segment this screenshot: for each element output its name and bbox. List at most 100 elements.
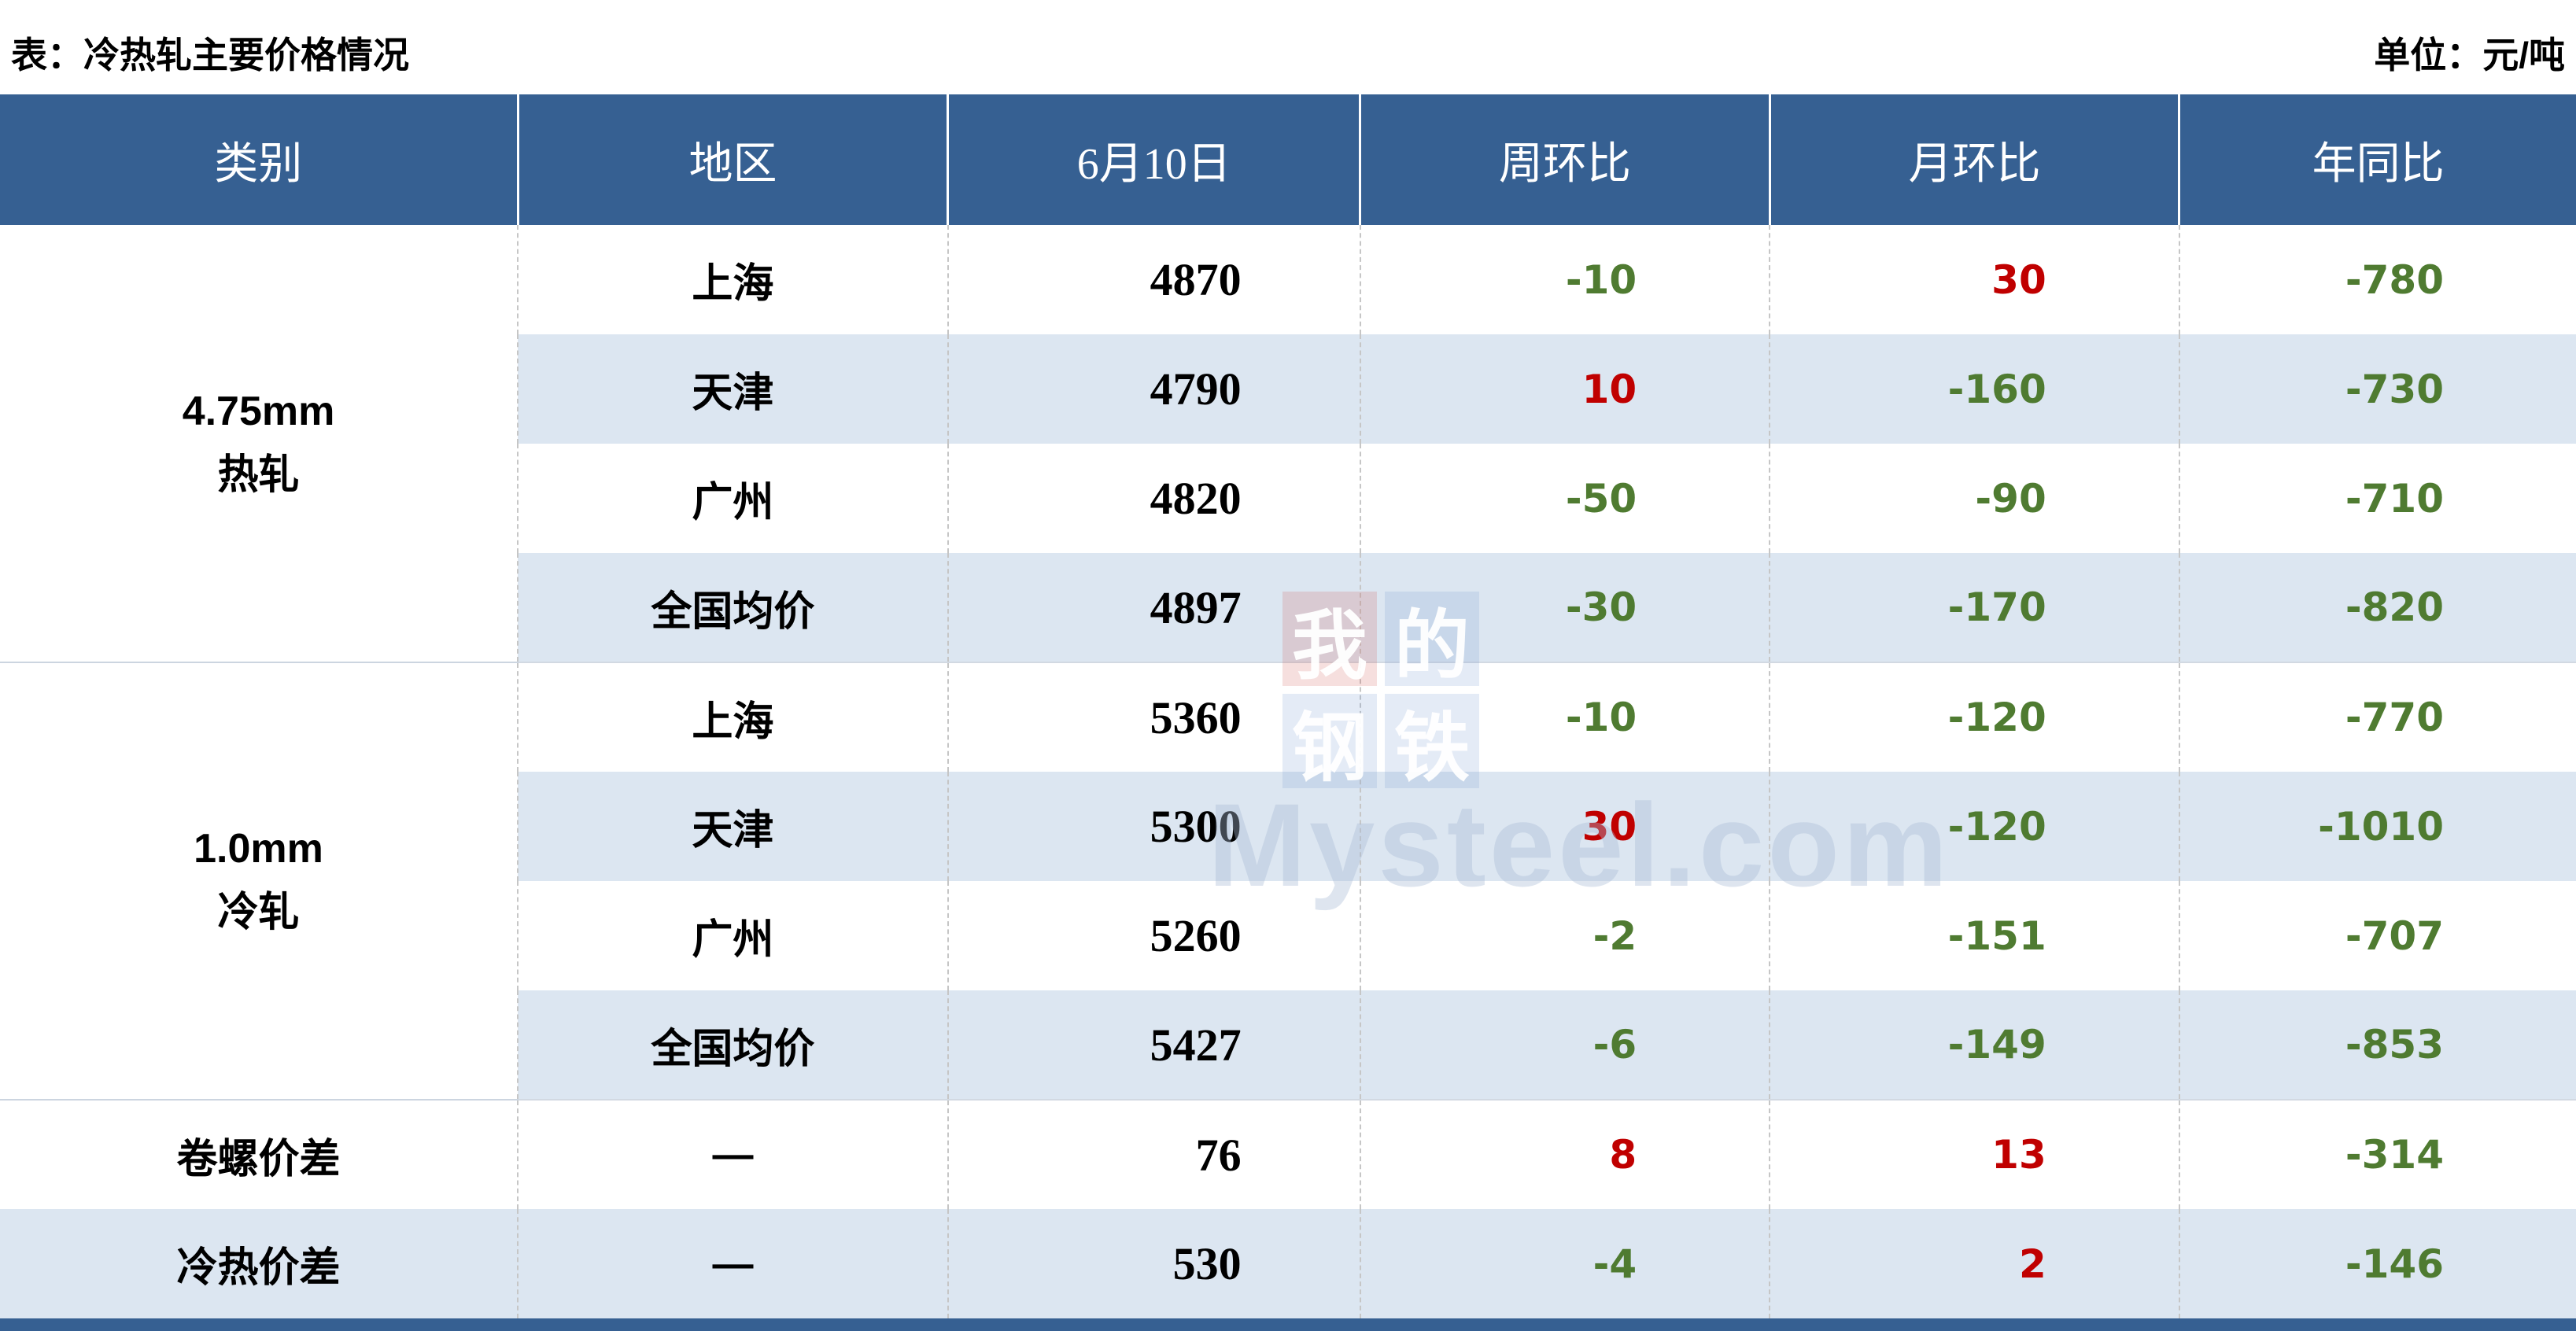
mom-value: 2 <box>2018 1241 2046 1287</box>
price-cell: 5300 <box>947 772 1360 881</box>
mom-cell: 13 <box>1769 1100 2179 1209</box>
category-cell-cold-rolled: 1.0mm 冷轧 <box>0 662 519 1101</box>
wow-cell: -4 <box>1359 1209 1770 1318</box>
yoy-cell: -1010 <box>2178 772 2576 881</box>
yoy-cell: -314 <box>2178 1100 2576 1209</box>
price-cell: 4820 <box>947 444 1360 553</box>
mom-cell: -170 <box>1769 553 2179 663</box>
wow-value: -2 <box>1592 913 1637 959</box>
region-cell: — <box>517 1100 948 1209</box>
mom-cell: -120 <box>1769 662 2179 772</box>
price-cell: 530 <box>947 1209 1360 1318</box>
column-header-mom: 月环比 <box>1768 94 2179 225</box>
table-row: 1.0mm 冷轧 上海 5360 -10 -120 -770 <box>0 662 2576 1101</box>
unit-label: 单位：元/吨 <box>2374 35 2565 76</box>
category-line: 4.75mm <box>182 388 335 434</box>
yoy-value: -314 <box>2345 1132 2444 1178</box>
mom-cell: -160 <box>1769 334 2179 444</box>
category-line: 1.0mm <box>194 826 323 872</box>
column-header-date: 6月10日 <box>947 94 1360 225</box>
wow-cell: -6 <box>1359 990 1770 1101</box>
mom-cell: 30 <box>1769 225 2179 334</box>
yoy-value: -853 <box>2345 1022 2444 1067</box>
category-line: 热轧 <box>217 452 300 498</box>
yoy-cell: -730 <box>2178 334 2576 444</box>
yoy-value: -710 <box>2345 475 2444 522</box>
wow-value: -30 <box>1565 584 1637 630</box>
mom-value: -170 <box>1947 584 2046 630</box>
region-cell: 全国均价 <box>517 990 948 1101</box>
mom-cell: -151 <box>1769 881 2179 990</box>
wow-cell: -30 <box>1359 553 1770 663</box>
wow-cell: 8 <box>1359 1100 1770 1209</box>
wow-cell: 10 <box>1359 334 1770 444</box>
wow-value: -4 <box>1592 1241 1637 1287</box>
footer-bar <box>0 1318 2576 1331</box>
region-cell: 上海 <box>517 225 948 334</box>
price-cell: 4870 <box>947 225 1360 334</box>
wow-cell: -50 <box>1359 444 1770 553</box>
yoy-cell: -710 <box>2178 444 2576 553</box>
yoy-value: -770 <box>2345 695 2444 740</box>
wow-cell: -2 <box>1359 881 1770 990</box>
category-line: 冷轧 <box>217 890 300 935</box>
table-row: 冷热价差 — 530 -4 2 -146 <box>0 1209 2576 1318</box>
price-cell: 76 <box>947 1100 1360 1209</box>
column-header-yoy: 年同比 <box>2178 94 2576 225</box>
mom-value: -149 <box>1947 1022 2046 1067</box>
yoy-cell: -770 <box>2178 662 2576 772</box>
wow-cell: 30 <box>1359 772 1770 881</box>
table-row: 广州 5260 -2 -151 -707 <box>0 881 2576 990</box>
header-row: 类别 地区 6月10日 周环比 月环比 年同比 <box>0 94 2576 225</box>
wow-cell: -10 <box>1359 662 1770 772</box>
table-row: 4.75mm 热轧 上海 4870 -10 30 -780 <box>0 225 2576 663</box>
page-title: 表：冷热轧主要价格情况 <box>11 35 409 76</box>
region-cell: 上海 <box>517 662 948 772</box>
region-cell: 全国均价 <box>517 553 948 663</box>
price-cell: 4897 <box>947 553 1360 663</box>
mom-cell: 2 <box>1769 1209 2179 1318</box>
category-cell-coil-rebar-spread: 卷螺价差 <box>176 1136 341 1182</box>
price-cell: 5360 <box>947 662 1360 772</box>
mom-cell: -120 <box>1769 772 2179 881</box>
yoy-value: -780 <box>2345 256 2444 303</box>
yoy-cell: -820 <box>2178 553 2576 663</box>
yoy-cell: -707 <box>2178 881 2576 990</box>
category-cell-hot-rolled: 4.75mm 热轧 <box>0 225 519 663</box>
price-cell: 5260 <box>947 881 1360 990</box>
mom-value: -120 <box>1947 695 2046 740</box>
mom-cell: -149 <box>1769 990 2179 1101</box>
yoy-value: -820 <box>2345 584 2444 630</box>
yoy-value: -1010 <box>2318 803 2444 850</box>
mom-value: -120 <box>1947 803 2046 850</box>
yoy-cell: -146 <box>2178 1209 2576 1318</box>
table-row: 卷螺价差 — 76 8 13 -314 <box>0 1100 2576 1209</box>
column-header-category: 类别 <box>0 94 519 225</box>
region-cell: 天津 <box>517 334 948 444</box>
region-cell: 广州 <box>517 881 948 990</box>
price-cell: 5427 <box>947 990 1360 1101</box>
mom-value: -160 <box>1947 366 2046 412</box>
wow-value: 30 <box>1581 803 1637 850</box>
yoy-cell: -780 <box>2178 225 2576 334</box>
category-cell-cold-hot-spread: 冷热价差 <box>176 1245 341 1291</box>
wow-value: 8 <box>1609 1132 1637 1178</box>
title-bar: 表：冷热轧主要价格情况 单位：元/吨 <box>0 0 2576 94</box>
wow-value: -10 <box>1565 256 1637 303</box>
mom-value: 30 <box>1991 256 2046 303</box>
wow-value: -10 <box>1565 695 1637 740</box>
table-row: 广州 4820 -50 -90 -710 <box>0 444 2576 553</box>
region-cell: — <box>517 1209 948 1318</box>
wow-cell: -10 <box>1359 225 1770 334</box>
wow-value: -6 <box>1592 1022 1637 1067</box>
price-cell: 4790 <box>947 334 1360 444</box>
yoy-value: -146 <box>2345 1241 2444 1287</box>
mom-cell: -90 <box>1769 444 2179 553</box>
column-header-wow: 周环比 <box>1359 94 1770 225</box>
column-header-region: 地区 <box>516 94 948 225</box>
region-cell: 天津 <box>517 772 948 881</box>
yoy-value: -707 <box>2345 913 2444 959</box>
table-row: 天津 4790 10 -160 -730 <box>0 334 2576 444</box>
mom-value: 13 <box>1991 1132 2046 1178</box>
